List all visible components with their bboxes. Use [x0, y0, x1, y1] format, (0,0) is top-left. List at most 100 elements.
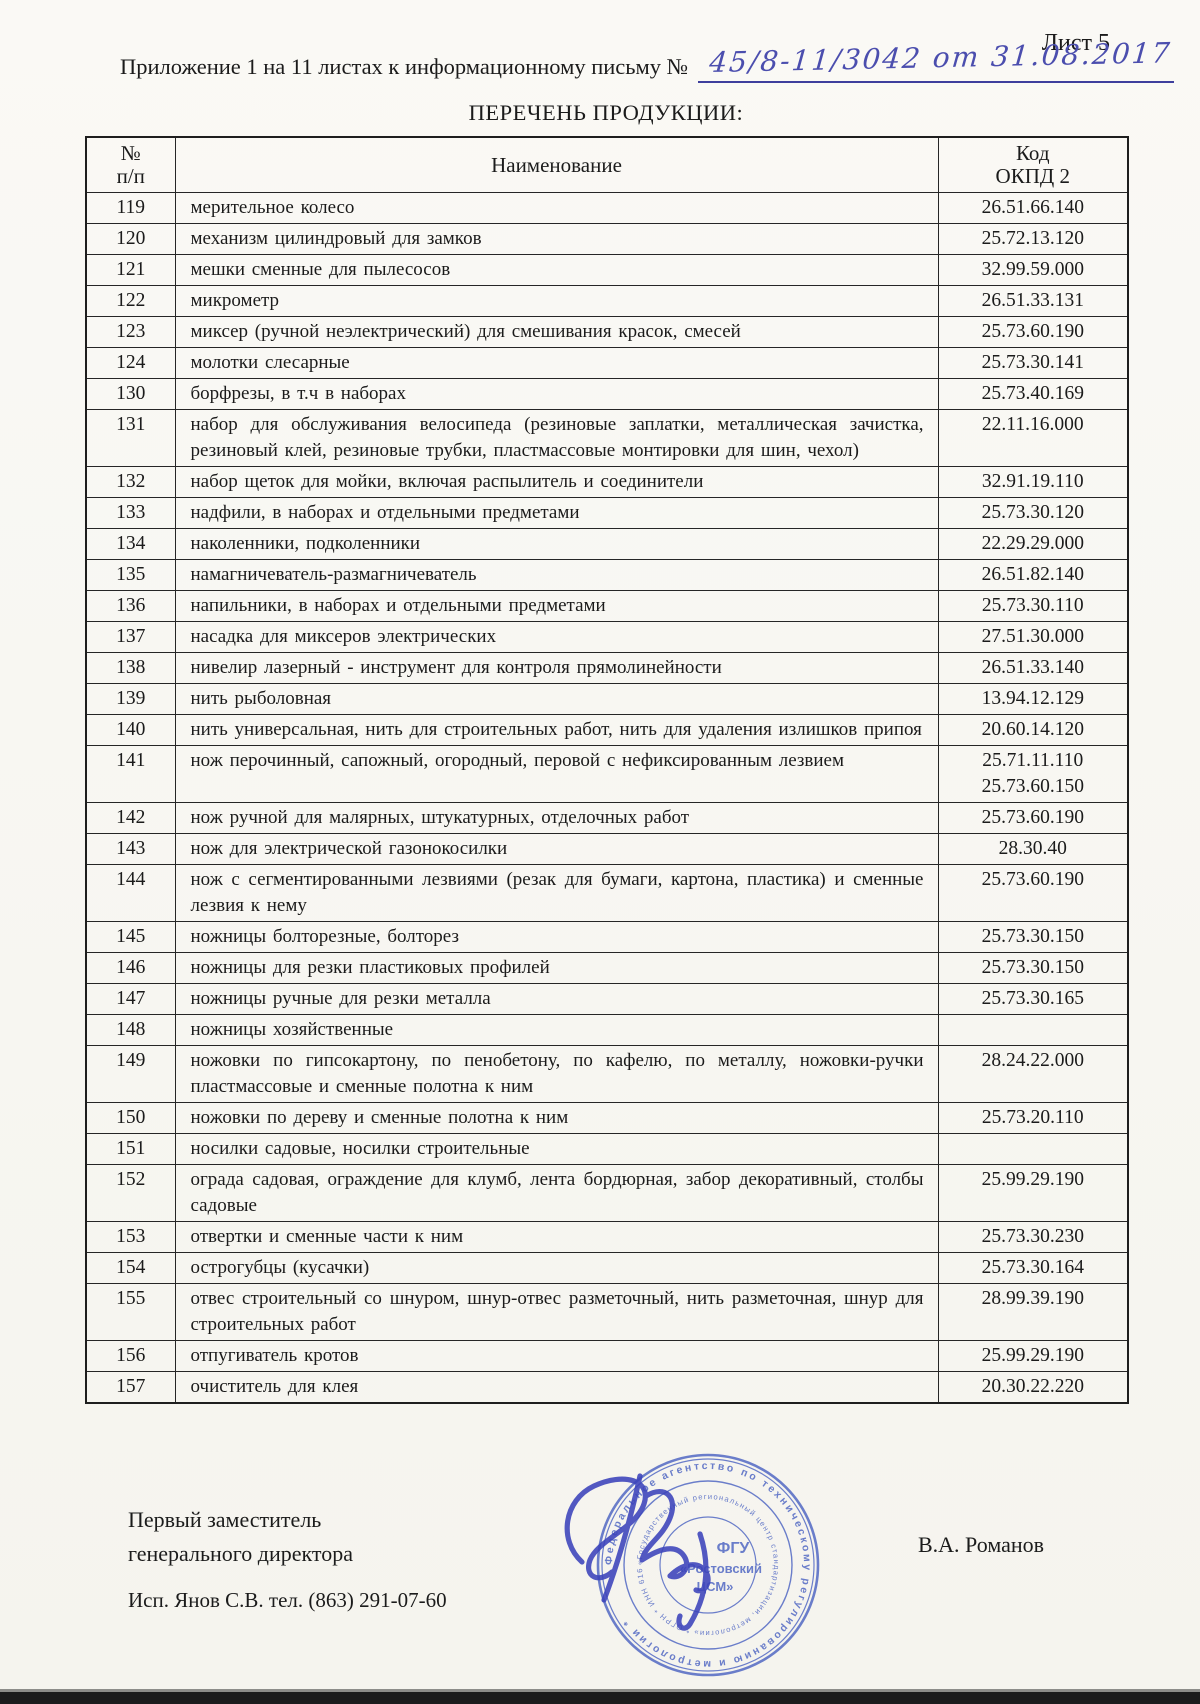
row-number-cell: 155 [85, 1283, 176, 1341]
row-number-cell: 142 [85, 802, 176, 834]
product-name-cell: ограда садовая, ограждение для клумб, ле… [174, 1164, 939, 1222]
table-row: 157 очиститель для клея 20.30.22.220 [85, 1371, 1129, 1404]
product-name-cell: нож для электрической газонокосилки [174, 833, 939, 865]
header-number-column: № п/п [85, 136, 176, 193]
okpd-code-cell: 26.51.66.140 [937, 192, 1129, 224]
row-number-cell: 152 [85, 1164, 176, 1222]
product-name-cell: нить рыболовная [174, 683, 939, 715]
product-name-cell: ножницы хозяйственные [174, 1014, 939, 1046]
okpd-code-cell: 22.11.16.000 [937, 409, 1129, 467]
executor-contact-line: Исп. Янов С.В. тел. (863) 291-07-60 [128, 1588, 447, 1612]
okpd-code-cell: 32.99.59.000 [937, 254, 1129, 286]
row-number-cell: 123 [85, 316, 176, 348]
table-row: 141 нож перочинный, сапожный, огородный,… [85, 745, 1129, 803]
okpd-code-cell: 26.51.82.140 [937, 559, 1129, 591]
product-name-cell: ножницы ручные для резки металла [174, 983, 939, 1015]
okpd-code-cell: 13.94.12.129 [937, 683, 1129, 715]
okpd-code-cell: 28.24.22.000 [937, 1045, 1129, 1103]
table-row: 124 молотки слесарные 25.73.30.141 [85, 347, 1129, 379]
scan-edge-strip [0, 1692, 1200, 1704]
signature [564, 1473, 711, 1631]
row-number-cell: 154 [85, 1252, 176, 1284]
table-row: 130 борфрезы, в т.ч в наборах 25.73.40.1… [85, 378, 1129, 410]
okpd-code-cell: 32.91.19.110 [937, 466, 1129, 498]
product-name-cell: наколенники, подколенники [174, 528, 939, 560]
table-row: 148 ножницы хозяйственные [85, 1014, 1129, 1046]
table-row: 152 ограда садовая, ограждение для клумб… [85, 1164, 1129, 1222]
product-name-cell: напильники, в наборах и отдельными предм… [174, 590, 939, 622]
appendix-reference-line: Приложение 1 на 11 листах к информационн… [120, 36, 1175, 83]
row-number-cell: 124 [85, 347, 176, 379]
okpd-code-cell: 25.73.40.169 [937, 378, 1129, 410]
okpd-code-cell: 25.73.30.164 [937, 1252, 1129, 1284]
table-row: 155 отвес строительный со шнуром, шнур-о… [85, 1283, 1129, 1341]
product-name-cell: молотки слесарные [174, 347, 939, 379]
table-row: 136 напильники, в наборах и отдельными п… [85, 590, 1129, 622]
row-number-cell: 131 [85, 409, 176, 467]
header-code-column: Код ОКПД 2 [937, 136, 1129, 193]
okpd-code-cell: 25.73.30.141 [937, 347, 1129, 379]
okpd-code-cell [937, 1133, 1129, 1165]
okpd-code-cell: 25.72.13.120 [937, 223, 1129, 255]
row-number-cell: 153 [85, 1221, 176, 1253]
table-row: 119 мерительное колесо 26.51.66.140 [85, 192, 1129, 224]
product-name-cell: миксер (ручной неэлектрический) для смеш… [174, 316, 939, 348]
okpd-code-cell: 25.73.30.230 [937, 1221, 1129, 1253]
row-number-cell: 136 [85, 590, 176, 622]
product-name-cell: нивелир лазерный - инструмент для контро… [174, 652, 939, 684]
product-name-cell: мерительное колесо [174, 192, 939, 224]
products-table-header: № п/п Наименование Код ОКПД 2 [85, 136, 1129, 193]
stamp-center-text-line1: ФГУ [717, 1540, 751, 1557]
table-row: 146 ножницы для резки пластиковых профил… [85, 952, 1129, 984]
table-row: 121 мешки сменные для пылесосов 32.99.59… [85, 254, 1129, 286]
product-name-cell: надфили, в наборах и отдельными предмета… [174, 497, 939, 529]
table-row: 120 механизм цилиндровый для замков 25.7… [85, 223, 1129, 255]
handwritten-letter-number: 45/8-11/3042 от 31.08.2017 [708, 36, 1174, 79]
appendix-reference-text: Приложение 1 на 11 листах к информационн… [120, 54, 689, 79]
row-number-cell: 120 [85, 223, 176, 255]
okpd-code-cell: 22.29.29.000 [937, 528, 1129, 560]
table-row: 132 набор щеток для мойки, включая распы… [85, 466, 1129, 498]
table-row: 142 нож ручной для малярных, штукатурных… [85, 802, 1129, 834]
okpd-code-cell: 25.71.11.110 25.73.60.150 [937, 745, 1129, 803]
okpd-code-cell: 28.99.39.190 [937, 1283, 1129, 1341]
okpd-code-cell: 26.51.33.140 [937, 652, 1129, 684]
product-name-cell: носилки садовые, носилки строительные [174, 1133, 939, 1165]
table-row: 150 ножовки по дереву и сменные полотна … [85, 1102, 1129, 1134]
okpd-code-cell: 20.60.14.120 [937, 714, 1129, 746]
document-title: ПЕРЕЧЕНЬ ПРОДУКЦИИ: [468, 100, 744, 125]
okpd-code-cell: 25.99.29.190 [937, 1164, 1129, 1222]
table-row: 138 нивелир лазерный - инструмент для ко… [85, 652, 1129, 684]
okpd-code-cell: 25.73.60.190 [937, 802, 1129, 834]
row-number-cell: 141 [85, 745, 176, 803]
stamp-middle-circle [623, 1480, 793, 1650]
row-number-cell: 149 [85, 1045, 176, 1103]
row-number-cell: 140 [85, 714, 176, 746]
table-row: 156 отпугиватель кротов 25.99.29.190 [85, 1340, 1129, 1372]
row-number-cell: 119 [85, 192, 176, 224]
product-name-cell: механизм цилиндровый для замков [174, 223, 939, 255]
row-number-cell: 146 [85, 952, 176, 984]
row-number-cell: 144 [85, 864, 176, 922]
product-name-cell: острогубцы (кусачки) [174, 1252, 939, 1284]
okpd-code-cell: 26.51.33.131 [937, 285, 1129, 317]
handwritten-letter-number-underline: 45/8-11/3042 от 31.08.2017 [698, 36, 1175, 83]
product-name-cell: микрометр [174, 285, 939, 317]
product-name-cell: мешки сменные для пылесосов [174, 254, 939, 286]
row-number-cell: 138 [85, 652, 176, 684]
table-row: 153 отвертки и сменные части к ним 25.73… [85, 1221, 1129, 1253]
row-number-cell: 148 [85, 1014, 176, 1046]
okpd-code-cell: 28.30.40 [937, 833, 1129, 865]
row-number-cell: 157 [85, 1371, 176, 1404]
product-name-cell: отвертки и сменные части к ним [174, 1221, 939, 1253]
table-row: 131 набор для обслуживания велосипеда (р… [85, 409, 1129, 467]
header-row: № п/п Наименование Код ОКПД 2 [85, 136, 1129, 193]
row-number-cell: 133 [85, 497, 176, 529]
okpd-code-cell: 20.30.22.220 [937, 1371, 1129, 1404]
okpd-code-cell: 25.73.60.190 [937, 316, 1129, 348]
table-row: 151 носилки садовые, носилки строительны… [85, 1133, 1129, 1165]
row-number-cell: 145 [85, 921, 176, 953]
stamp-inner-circle [659, 1516, 757, 1614]
product-name-cell: очиститель для клея [174, 1371, 939, 1404]
